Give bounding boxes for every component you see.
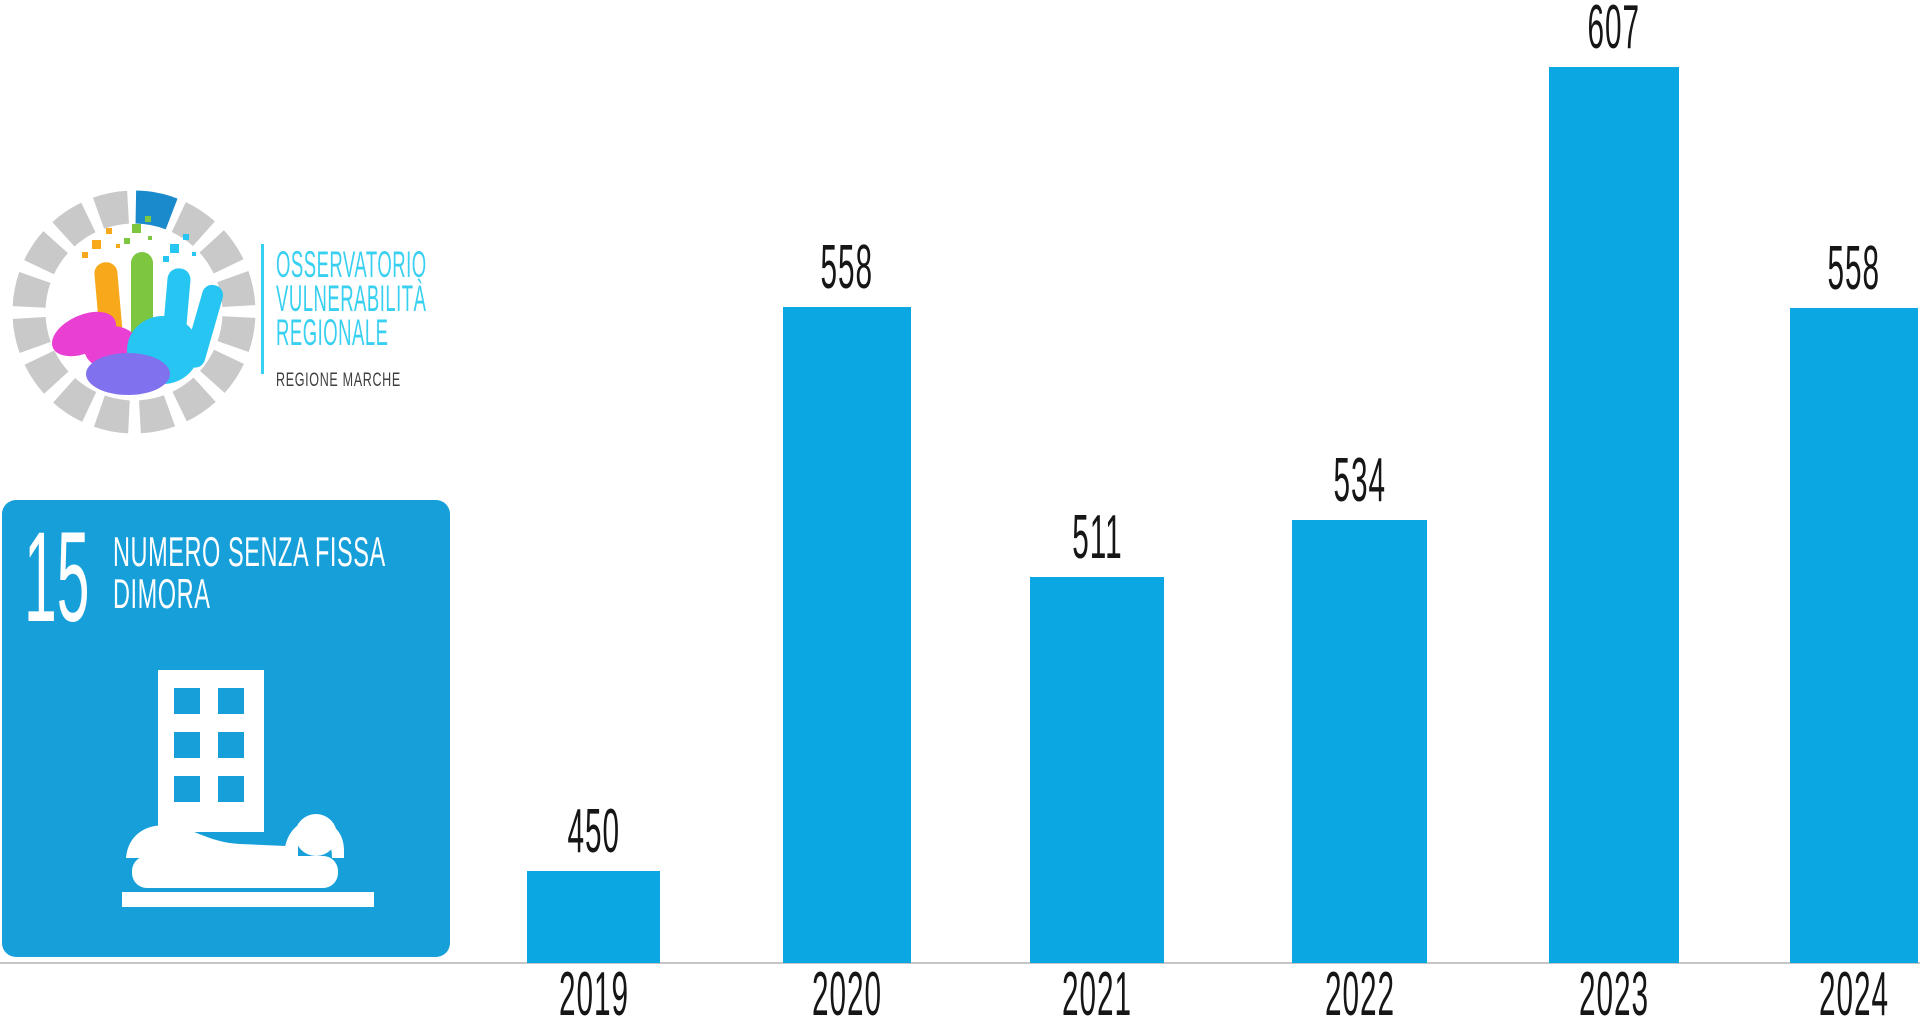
- x-axis-label: 2019: [558, 960, 629, 1029]
- x-axis-label: 2021: [1061, 960, 1133, 1029]
- ring-segment: [217, 270, 256, 308]
- ring-segment: [12, 271, 51, 309]
- homeless-building-icon: [122, 670, 374, 907]
- x-axis-label: 2023: [1578, 960, 1650, 1029]
- ring-segment: [217, 315, 256, 353]
- observatory-logo: OSSERVATORIO VULNERABILITÀ REGIONALE REG…: [12, 190, 442, 440]
- ring-segment: [138, 395, 176, 434]
- x-axis-label: 2022: [1324, 960, 1395, 1029]
- indicator-title-line: DIMORA: [113, 570, 211, 617]
- bar-value-label: 607: [1587, 0, 1641, 62]
- hand-circle-logo-icon: [12, 190, 256, 434]
- ring-segment: [52, 202, 97, 247]
- ring-segment: [93, 395, 131, 434]
- ring-segment: [53, 377, 97, 422]
- bar-value-label: 511: [1071, 503, 1123, 572]
- bar: [1292, 520, 1427, 963]
- ring-segment: [199, 349, 244, 393]
- indicator-title-line: NUMERO SENZA FISSA: [113, 528, 386, 575]
- ring-segment: [12, 316, 51, 354]
- bar: [1030, 577, 1164, 963]
- logo-divider: [261, 244, 264, 374]
- indicator-title: NUMERO SENZA FISSA DIMORA: [113, 531, 386, 615]
- indicator-card: 15 NUMERO SENZA FISSA DIMORA: [2, 500, 450, 957]
- bar: [527, 871, 660, 963]
- bar: [1790, 308, 1918, 963]
- logo-title: OSSERVATORIO VULNERABILITÀ REGIONALE: [276, 244, 427, 353]
- bar-value-label: 558: [1827, 234, 1881, 303]
- x-axis-label: 2024: [1818, 960, 1890, 1029]
- bar-value-label: 558: [820, 233, 874, 302]
- indicator-number: 15: [24, 506, 90, 649]
- bar: [1549, 67, 1679, 963]
- bar-value-label: 534: [1333, 446, 1386, 515]
- bar-value-label: 450: [567, 797, 620, 866]
- ring-segment: [171, 202, 215, 247]
- ring-segment: [199, 230, 244, 275]
- logo-title-line: OSSERVATORIO: [276, 244, 427, 285]
- ring-segment: [171, 377, 216, 422]
- x-axis-label: 2020: [811, 960, 883, 1029]
- bar: [783, 307, 911, 963]
- logo-title-line: REGIONALE: [276, 312, 389, 353]
- ring-segment: [92, 190, 130, 229]
- ring-segment-blue: [135, 190, 178, 230]
- logo-title-line: VULNERABILITÀ: [276, 278, 427, 319]
- x-axis-line: [0, 962, 1920, 964]
- dashed-ring: [12, 190, 256, 434]
- ring-segment: [24, 349, 69, 394]
- hand-icon: [51, 216, 224, 395]
- logo-subtitle: REGIONE MARCHE: [276, 370, 401, 391]
- ring-segment: [24, 231, 69, 275]
